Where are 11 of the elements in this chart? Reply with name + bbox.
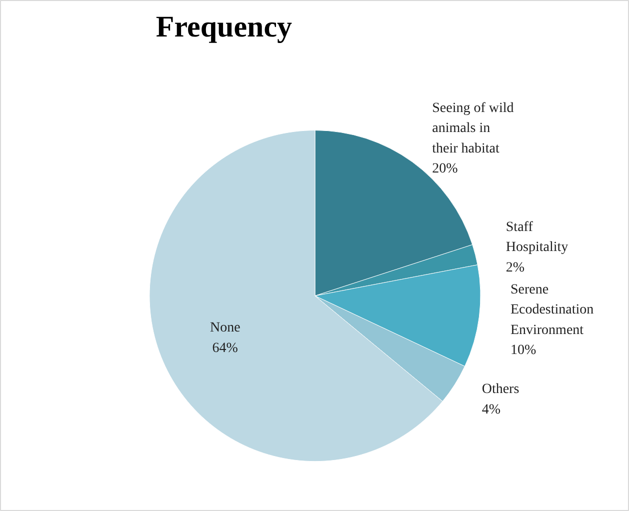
slice-label: Staff Hospitality xyxy=(506,220,568,256)
data-label: 4% xyxy=(482,402,501,418)
slice-label: None xyxy=(210,320,240,336)
data-label: 64% xyxy=(212,340,238,356)
slice-label: Serene Ecodestination Environment xyxy=(510,282,594,338)
data-label: 20% xyxy=(432,162,458,177)
chart-title: Frequency xyxy=(156,10,292,44)
data-label: 10% xyxy=(510,343,536,358)
data-label: 2% xyxy=(506,260,525,276)
slice-label: Seeing of wild animals in their habitat xyxy=(432,100,514,156)
slice-label: Others xyxy=(482,382,520,398)
